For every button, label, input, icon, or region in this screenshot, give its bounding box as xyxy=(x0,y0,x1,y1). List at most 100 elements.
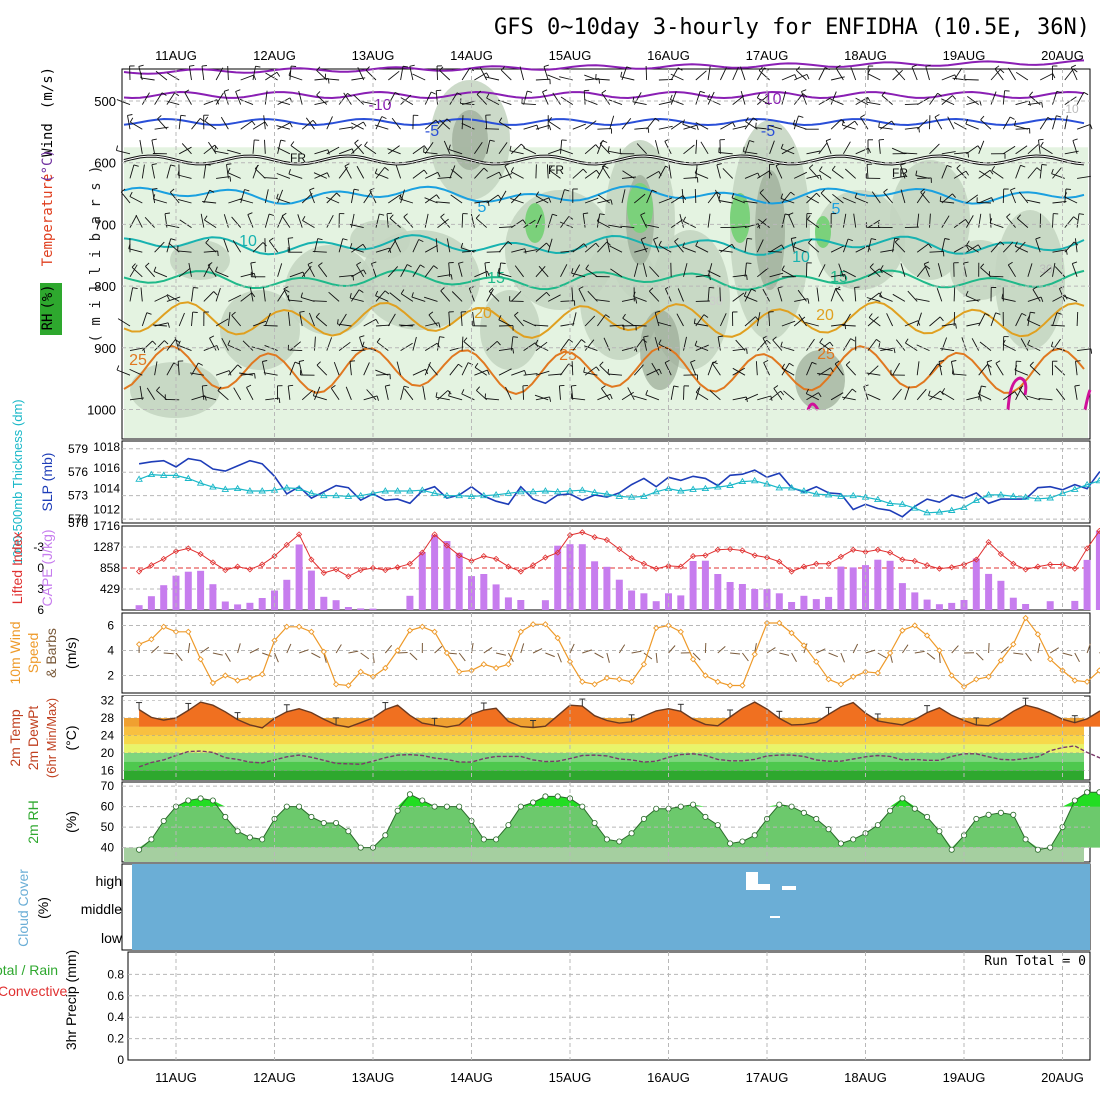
wind-barb-flag xyxy=(1041,164,1047,166)
wind-barb xyxy=(690,362,697,376)
surface-wind-barb xyxy=(212,652,223,656)
thickness-tick-label: 570 xyxy=(68,512,88,526)
wind-barb-flag xyxy=(599,361,604,366)
wind-barb xyxy=(950,361,955,376)
wind-barb-flag xyxy=(215,266,218,272)
wind-barb xyxy=(855,147,869,155)
thickness-point xyxy=(1071,485,1079,492)
wind-barb xyxy=(400,97,414,105)
wind-barb-flag xyxy=(796,66,801,71)
wind-barb xyxy=(695,139,698,154)
wind-barb xyxy=(735,339,746,351)
lifted-index-point xyxy=(788,568,795,575)
wind-barb-flag xyxy=(647,127,650,133)
wind-barb xyxy=(646,117,656,130)
wind-speed-point xyxy=(653,624,660,632)
wind-barb xyxy=(744,140,750,154)
wind-barb xyxy=(264,189,269,204)
cape-bar xyxy=(492,584,500,610)
wind-barb xyxy=(315,316,328,327)
wind-barb xyxy=(572,168,584,179)
lifted-index-point xyxy=(209,559,216,566)
wind-barb-flag xyxy=(743,146,745,152)
date-label-bottom: 14AUG xyxy=(450,1070,493,1085)
wind-barb xyxy=(990,69,1001,81)
wind-barb-flag xyxy=(808,238,813,244)
wind-barb xyxy=(1070,67,1078,81)
wind-barb xyxy=(608,224,623,229)
wind-barb-flag xyxy=(461,389,465,395)
wind-barb xyxy=(359,337,365,351)
thickness-point xyxy=(344,492,353,499)
wind-barb xyxy=(424,91,432,105)
dewpoint-line xyxy=(138,745,1100,768)
wind-barb-flag xyxy=(386,212,393,215)
wind-barb-flag xyxy=(448,144,451,150)
thickness-point xyxy=(406,487,414,494)
wind-barb xyxy=(571,397,586,401)
wind-barb-flag xyxy=(583,212,589,215)
wind-barb xyxy=(894,241,906,253)
wind-barb xyxy=(654,336,660,351)
wind-barb xyxy=(788,214,795,228)
wind-barb xyxy=(437,274,452,278)
isotherm-line xyxy=(123,345,1085,395)
wind-barb xyxy=(798,314,807,327)
wind-barb xyxy=(1052,213,1054,228)
surface-wind-barb xyxy=(840,652,845,663)
wind-barb-flag xyxy=(1013,120,1017,126)
wind-barb xyxy=(510,336,514,351)
surface-wind-barb xyxy=(298,649,309,654)
wind-barb xyxy=(825,140,832,154)
wind-barb xyxy=(387,313,396,327)
lifted-index-point xyxy=(443,542,450,549)
wind-barb xyxy=(215,67,224,81)
wind-barb xyxy=(177,198,192,204)
wind-barb xyxy=(509,150,524,155)
wind-barb-flag xyxy=(115,145,119,151)
cape-bar xyxy=(541,600,549,610)
wind-barb xyxy=(166,294,180,302)
wind-speed-point xyxy=(431,628,438,635)
surface-wind-barb xyxy=(828,652,838,658)
wind-barb xyxy=(357,67,365,81)
wind-barb xyxy=(878,347,893,352)
wind-barb-flag xyxy=(202,384,208,387)
wind-barb-flag xyxy=(486,369,490,375)
wind-barb-flag xyxy=(633,291,636,297)
wind-barb-flag xyxy=(302,215,306,221)
wind-barb xyxy=(216,176,231,179)
cape-bar xyxy=(812,599,820,610)
wind-barb xyxy=(732,292,745,302)
wind-barb xyxy=(423,151,438,155)
wind-barb xyxy=(744,316,756,327)
wind-speed-point xyxy=(406,627,414,634)
wind-barb-flag xyxy=(758,66,763,71)
wind-barb xyxy=(670,73,684,81)
contour-label: -10 xyxy=(1061,102,1079,116)
surface-wind-barb xyxy=(520,643,525,654)
wind-barb xyxy=(263,372,278,376)
wind-barb xyxy=(1026,199,1041,204)
wind-barb xyxy=(560,339,570,351)
cape-bar xyxy=(874,559,882,610)
thickness-point xyxy=(430,489,439,496)
wind-barb-flag xyxy=(376,395,379,401)
cape-bar xyxy=(184,571,192,610)
wind-barb-flag xyxy=(835,65,841,69)
wind-barb xyxy=(904,103,919,106)
cape-bar xyxy=(788,602,796,610)
wind-barb xyxy=(302,220,315,228)
wind-barb xyxy=(769,272,784,278)
wind-barb xyxy=(344,165,352,179)
rh-point xyxy=(837,840,844,847)
cape-bar xyxy=(714,574,722,610)
lifted-index-point xyxy=(345,573,352,580)
wind-barb-flag xyxy=(583,243,588,248)
wind-barb xyxy=(388,145,400,155)
surface-wind-barb xyxy=(545,652,555,658)
wind-barb-flag xyxy=(488,287,494,292)
wind-barb xyxy=(929,213,931,228)
cape-bar xyxy=(246,602,254,610)
surface-wind-barb xyxy=(594,652,604,659)
